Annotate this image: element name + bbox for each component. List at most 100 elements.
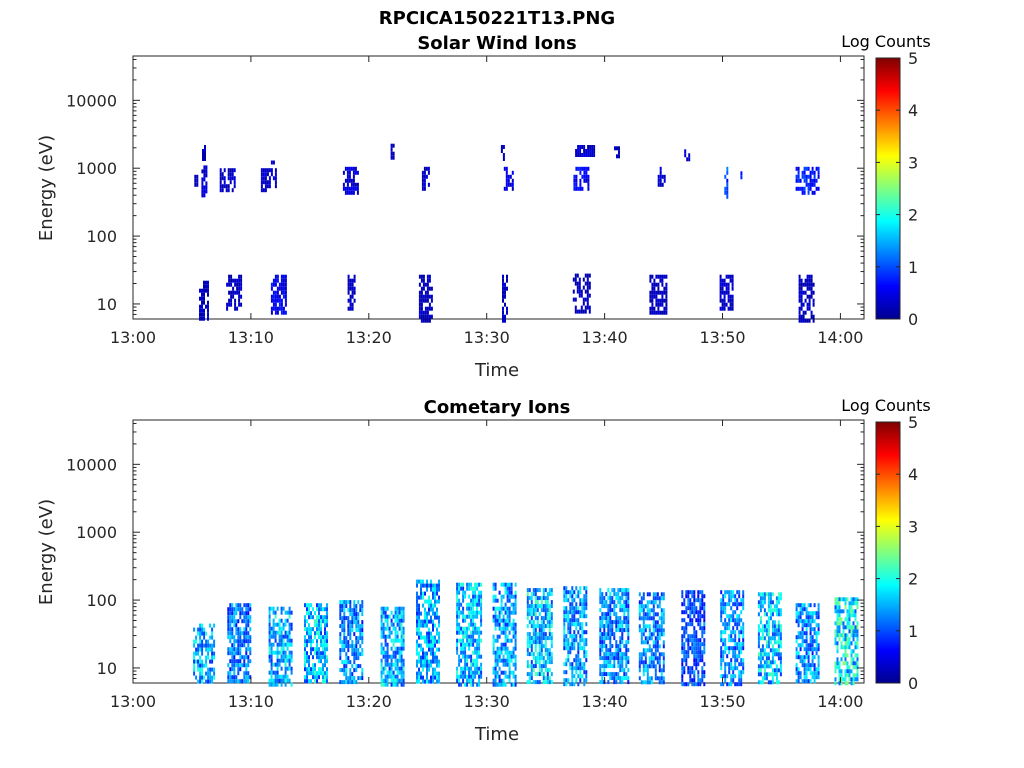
heatmap-cell xyxy=(353,652,356,657)
heatmap-cell xyxy=(304,663,306,668)
heatmap-cell xyxy=(416,599,418,604)
heatmap-cell xyxy=(599,680,602,685)
heatmap-cell xyxy=(396,674,399,679)
heatmap-cell xyxy=(805,671,808,676)
heatmap-cell xyxy=(842,677,845,682)
heatmap-cell xyxy=(528,640,531,645)
chart-title: Cometary Ions xyxy=(424,397,571,418)
heatmap-cell xyxy=(703,674,706,679)
heatmap-cell xyxy=(589,145,592,149)
heatmap-cell xyxy=(627,680,630,685)
heatmap-cell xyxy=(842,653,845,658)
heatmap-cell xyxy=(324,679,326,684)
heatmap-cell xyxy=(355,604,358,609)
heatmap-cell xyxy=(249,647,252,652)
heatmap-cell xyxy=(197,647,200,652)
heatmap-cell xyxy=(458,682,461,687)
heatmap-cell xyxy=(619,596,622,601)
heatmap-cell xyxy=(621,624,624,629)
heatmap-cell xyxy=(809,186,812,191)
heatmap-cell xyxy=(812,282,815,287)
heatmap-cell xyxy=(466,582,469,587)
heatmap-cell xyxy=(320,619,322,624)
heatmap-cell xyxy=(652,632,655,637)
heatmap-cell xyxy=(797,170,800,175)
heatmap-cell xyxy=(575,622,578,627)
heatmap-cell xyxy=(205,671,208,676)
heatmap-cell xyxy=(697,658,700,663)
heatmap-cell xyxy=(290,670,293,675)
heatmap-cell xyxy=(723,302,726,307)
heatmap-cell xyxy=(430,679,432,684)
heatmap-cell xyxy=(456,646,459,651)
heatmap-cell xyxy=(504,634,507,639)
heatmap-cell xyxy=(306,619,308,624)
heatmap-cell xyxy=(233,659,236,664)
heatmap-cell xyxy=(703,622,706,627)
heatmap-cell xyxy=(801,659,804,664)
heatmap-cell xyxy=(422,659,424,664)
heatmap-cell xyxy=(540,624,543,629)
heatmap-cell xyxy=(532,604,535,609)
heatmap-cell xyxy=(609,628,612,633)
heatmap-cell xyxy=(699,642,702,647)
heatmap-cell xyxy=(540,616,543,621)
heatmap-cell xyxy=(655,274,658,279)
heatmap-cell xyxy=(771,600,774,605)
heatmap-cell xyxy=(213,675,216,680)
colorbar-label: Log Counts xyxy=(841,396,931,415)
heatmap-cell xyxy=(613,588,616,593)
heatmap-cell xyxy=(229,607,232,612)
heatmap-cell xyxy=(359,624,362,629)
heatmap-cell xyxy=(573,682,576,687)
heatmap-cell xyxy=(842,633,845,638)
heatmap-cell xyxy=(400,622,403,627)
heatmap-cell xyxy=(652,600,655,605)
heatmap-cell xyxy=(280,618,283,623)
heatmap-cell xyxy=(428,679,430,684)
heatmap-cell xyxy=(355,644,358,649)
heatmap-cell xyxy=(850,597,853,602)
heatmap-cell xyxy=(689,610,692,615)
heatmap-cell xyxy=(759,608,762,613)
heatmap-cell xyxy=(276,682,279,687)
heatmap-cell xyxy=(724,626,727,631)
heatmap-cell xyxy=(466,662,469,667)
heatmap-cell xyxy=(353,660,356,665)
heatmap-cell xyxy=(474,662,477,667)
heatmap-cell xyxy=(662,596,665,601)
heatmap-cell xyxy=(219,168,222,173)
heatmap-cell xyxy=(498,610,501,615)
heatmap-cell xyxy=(274,670,277,675)
heatmap-cell xyxy=(472,630,475,635)
heatmap-cell xyxy=(288,666,291,671)
heatmap-cell xyxy=(507,182,510,187)
heatmap-cell xyxy=(349,680,352,685)
heatmap-cell xyxy=(496,670,499,675)
heatmap-cell xyxy=(272,678,275,683)
heatmap-cell xyxy=(347,282,350,287)
heatmap-cell xyxy=(722,598,725,603)
heatmap-cell xyxy=(438,635,440,640)
heatmap-cell xyxy=(605,612,608,617)
heatmap-cell xyxy=(462,642,465,647)
heatmap-cell xyxy=(655,302,658,307)
heatmap-cell xyxy=(496,658,499,663)
heatmap-cell xyxy=(420,675,422,680)
heatmap-cell xyxy=(430,659,432,664)
heatmap-cell xyxy=(530,608,533,613)
heatmap-cell xyxy=(268,610,271,615)
heatmap-cell xyxy=(227,188,230,193)
heatmap-cell xyxy=(577,642,580,647)
heatmap-cell xyxy=(288,626,291,631)
heatmap-cell xyxy=(494,650,497,655)
heatmap-cell xyxy=(268,180,271,185)
heatmap-cell xyxy=(306,603,308,608)
heatmap-cell xyxy=(514,674,517,679)
heatmap-cell xyxy=(512,662,515,667)
heatmap-cell xyxy=(585,642,588,647)
heatmap-cell xyxy=(476,586,479,591)
heatmap-cell xyxy=(588,309,591,314)
heatmap-cell xyxy=(571,598,574,603)
heatmap-cell xyxy=(852,601,855,606)
